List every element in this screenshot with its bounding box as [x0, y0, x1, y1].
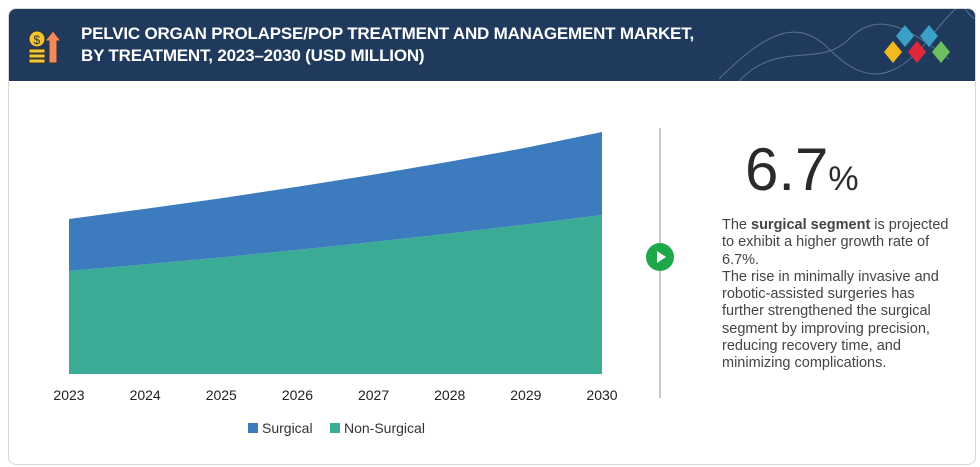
x-tick-label: 2024 — [130, 387, 161, 403]
legend-label: Non-Surgical — [344, 420, 425, 436]
x-tick-label: 2023 — [53, 387, 84, 403]
legend-swatch — [248, 423, 258, 433]
text: The — [722, 217, 752, 233]
text: is projected to exhibit a higher growth … — [722, 217, 949, 268]
money-growth-icon: $ — [28, 30, 63, 64]
play-arrow-icon — [646, 243, 674, 271]
area-chart: 2023 2024 2025 2026 2027 2028 2029 2030 — [53, 132, 618, 403]
decorative-waves — [718, 9, 975, 81]
area-non-surgical — [69, 215, 602, 374]
legend-surgical: Surgical — [248, 420, 313, 436]
x-tick-label: 2028 — [434, 387, 465, 403]
text: The rise in minimally invasive and robot… — [722, 268, 939, 372]
x-tick-label: 2025 — [206, 387, 237, 403]
title-line-2: BY TREATMENT, 2023–2030 (USD MILLION) — [81, 46, 425, 65]
brand-logo-icon — [884, 25, 950, 63]
growth-unit: % — [828, 160, 859, 198]
header: $ PELVIC ORGAN PROLAPSE/POP TREATMENT AN… — [9, 9, 975, 81]
chart-title: PELVIC ORGAN PROLAPSE/POP TREATMENT AND … — [81, 23, 694, 67]
legend-swatch — [330, 423, 340, 433]
title-line-1: PELVIC ORGAN PROLAPSE/POP TREATMENT AND … — [81, 24, 695, 43]
x-tick-label: 2026 — [282, 387, 313, 403]
svg-text:$: $ — [34, 33, 41, 47]
area-surgical — [69, 132, 602, 271]
x-tick-label: 2027 — [358, 387, 389, 403]
x-tick-label: 2030 — [586, 387, 617, 403]
x-tick-label: 2029 — [510, 387, 541, 403]
growth-rate: 6.7% — [745, 135, 859, 204]
text-bold: surgical segment — [751, 217, 871, 233]
legend-non-surgical: Non-Surgical — [330, 420, 425, 436]
callout-text: The surgical segment is projected to exh… — [722, 217, 952, 373]
legend-label: Surgical — [262, 420, 313, 436]
growth-value: 6.7 — [745, 136, 829, 203]
